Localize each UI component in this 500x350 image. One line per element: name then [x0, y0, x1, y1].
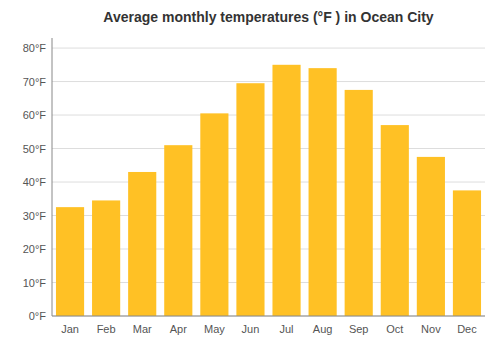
- x-tick-label: Oct: [386, 323, 403, 335]
- bar: [345, 90, 373, 316]
- y-tick-label: 60°F: [23, 109, 47, 121]
- grid-line: [52, 316, 485, 317]
- bar: [272, 65, 300, 316]
- bar: [200, 113, 228, 316]
- title: Average monthly temperatures (°F ) in Oc…: [103, 9, 433, 25]
- y-tick-label: 20°F: [23, 243, 47, 255]
- bar: [56, 207, 84, 316]
- bar: [236, 83, 264, 316]
- x-axis-line: [52, 316, 485, 317]
- x-tick-label: Nov: [421, 323, 441, 335]
- grid-line: [52, 48, 485, 49]
- bar: [453, 190, 481, 316]
- x-axis: Jan Feb Mar Apr May Jun Jul Aug Sep Oct Nov Dec: [61, 323, 477, 335]
- bar: [128, 172, 156, 316]
- x-tick-label: Feb: [97, 323, 116, 335]
- x-tick-label: Aug: [313, 323, 333, 335]
- chart-container: Average monthly temperatures (°F ) in Oc…: [0, 0, 500, 350]
- bar: [417, 157, 445, 316]
- bar: [309, 68, 337, 316]
- y-tick-label: 80°F: [23, 42, 47, 54]
- x-tick-label: Mar: [133, 323, 152, 335]
- bar: [381, 125, 409, 316]
- y-tick-label: 0°F: [29, 310, 47, 322]
- x-tick-label: Apr: [170, 323, 187, 335]
- x-tick-label: May: [204, 323, 225, 335]
- y-tick-label: 30°F: [23, 210, 47, 222]
- y-axis-line: [52, 38, 53, 316]
- x-tick-label: Jul: [280, 323, 294, 335]
- x-tick-label: Dec: [457, 323, 477, 335]
- x-tick-label: Jun: [242, 323, 260, 335]
- bar: [92, 200, 120, 316]
- bars: [56, 65, 481, 316]
- y-tick-label: 50°F: [23, 143, 47, 155]
- grid-line: [52, 148, 485, 149]
- grid-line: [52, 81, 485, 82]
- bar: [164, 145, 192, 316]
- x-tick-label: Jan: [61, 323, 79, 335]
- y-tick-label: 10°F: [23, 277, 47, 289]
- y-tick-label: 70°F: [23, 76, 47, 88]
- x-tick-label: Sep: [349, 323, 369, 335]
- y-tick-label: 40°F: [23, 176, 47, 188]
- chart: Average monthly temperatures (°F ) in Oc…: [0, 0, 500, 350]
- y-axis: 0°F 10°F 20°F 30°F 40°F 50°F 60°F 70°F 80°F: [23, 42, 485, 322]
- grid-line: [52, 115, 485, 116]
